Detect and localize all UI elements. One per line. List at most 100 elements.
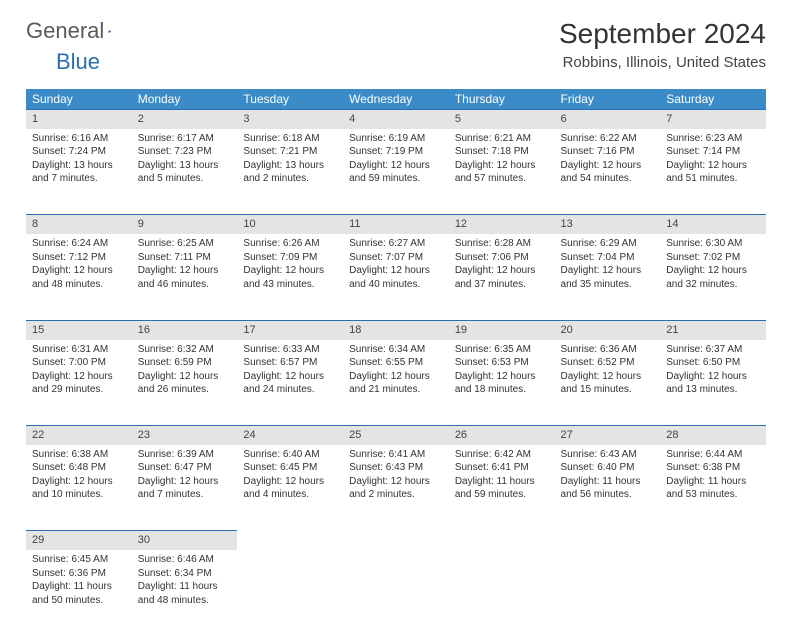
empty-cell [237, 531, 343, 550]
sunrise: Sunrise: 6:36 AM [561, 343, 655, 357]
day-cell: Sunrise: 6:37 AMSunset: 6:50 PMDaylight:… [660, 340, 766, 426]
daylight: Daylight: 12 hours and 18 minutes. [455, 370, 549, 397]
day-number: 17 [237, 320, 343, 339]
day-cell: Sunrise: 6:29 AMSunset: 7:04 PMDaylight:… [555, 234, 661, 320]
sunrise: Sunrise: 6:32 AM [138, 343, 232, 357]
sunset: Sunset: 7:06 PM [455, 251, 549, 265]
logo-triangle-icon [108, 23, 111, 39]
daylight: Daylight: 12 hours and 35 minutes. [561, 264, 655, 291]
sunrise: Sunrise: 6:40 AM [243, 448, 337, 462]
day-cell: Sunrise: 6:19 AMSunset: 7:19 PMDaylight:… [343, 129, 449, 215]
day-number: 25 [343, 426, 449, 445]
day-number-row: 891011121314 [26, 215, 766, 234]
sunrise: Sunrise: 6:44 AM [666, 448, 760, 462]
sunset: Sunset: 7:02 PM [666, 251, 760, 265]
day-number: 5 [449, 110, 555, 129]
sunrise: Sunrise: 6:38 AM [32, 448, 126, 462]
day-cell: Sunrise: 6:38 AMSunset: 6:48 PMDaylight:… [26, 445, 132, 531]
weekday-header: Saturday [660, 89, 766, 110]
empty-cell [555, 550, 661, 636]
day-number: 27 [555, 426, 661, 445]
sunrise: Sunrise: 6:27 AM [349, 237, 443, 251]
day-number-row: 15161718192021 [26, 320, 766, 339]
daylight: Daylight: 12 hours and 40 minutes. [349, 264, 443, 291]
sunset: Sunset: 6:52 PM [561, 356, 655, 370]
sunrise: Sunrise: 6:19 AM [349, 132, 443, 146]
daylight: Daylight: 11 hours and 56 minutes. [561, 475, 655, 502]
sunrise: Sunrise: 6:35 AM [455, 343, 549, 357]
day-cell: Sunrise: 6:41 AMSunset: 6:43 PMDaylight:… [343, 445, 449, 531]
sunset: Sunset: 6:50 PM [666, 356, 760, 370]
sunset: Sunset: 7:18 PM [455, 145, 549, 159]
daylight: Daylight: 11 hours and 50 minutes. [32, 580, 126, 607]
daylight: Daylight: 12 hours and 32 minutes. [666, 264, 760, 291]
weekday-header: Sunday [26, 89, 132, 110]
day-cell: Sunrise: 6:42 AMSunset: 6:41 PMDaylight:… [449, 445, 555, 531]
sunrise: Sunrise: 6:45 AM [32, 553, 126, 567]
day-number: 30 [132, 531, 238, 550]
daylight: Daylight: 12 hours and 2 minutes. [349, 475, 443, 502]
day-cell: Sunrise: 6:34 AMSunset: 6:55 PMDaylight:… [343, 340, 449, 426]
empty-cell [343, 531, 449, 550]
day-cell: Sunrise: 6:21 AMSunset: 7:18 PMDaylight:… [449, 129, 555, 215]
calendar-table: SundayMondayTuesdayWednesdayThursdayFrid… [26, 89, 766, 636]
day-data-row: Sunrise: 6:45 AMSunset: 6:36 PMDaylight:… [26, 550, 766, 636]
sunset: Sunset: 7:12 PM [32, 251, 126, 265]
sunset: Sunset: 7:21 PM [243, 145, 337, 159]
title-block: September 2024 Robbins, Illinois, United… [559, 18, 766, 71]
weekday-header-row: SundayMondayTuesdayWednesdayThursdayFrid… [26, 89, 766, 110]
empty-cell [449, 550, 555, 636]
day-data-row: Sunrise: 6:31 AMSunset: 7:00 PMDaylight:… [26, 340, 766, 426]
sunrise: Sunrise: 6:39 AM [138, 448, 232, 462]
sunrise: Sunrise: 6:26 AM [243, 237, 337, 251]
day-cell: Sunrise: 6:44 AMSunset: 6:38 PMDaylight:… [660, 445, 766, 531]
day-cell: Sunrise: 6:26 AMSunset: 7:09 PMDaylight:… [237, 234, 343, 320]
sunrise: Sunrise: 6:30 AM [666, 237, 760, 251]
day-cell: Sunrise: 6:35 AMSunset: 6:53 PMDaylight:… [449, 340, 555, 426]
empty-cell [237, 550, 343, 636]
daylight: Daylight: 12 hours and 26 minutes. [138, 370, 232, 397]
sunset: Sunset: 7:14 PM [666, 145, 760, 159]
sunrise: Sunrise: 6:18 AM [243, 132, 337, 146]
empty-cell [343, 550, 449, 636]
day-cell: Sunrise: 6:30 AMSunset: 7:02 PMDaylight:… [660, 234, 766, 320]
sunset: Sunset: 6:47 PM [138, 461, 232, 475]
sunrise: Sunrise: 6:42 AM [455, 448, 549, 462]
sunrise: Sunrise: 6:29 AM [561, 237, 655, 251]
day-number: 22 [26, 426, 132, 445]
day-number: 8 [26, 215, 132, 234]
sunrise: Sunrise: 6:23 AM [666, 132, 760, 146]
sunset: Sunset: 6:55 PM [349, 356, 443, 370]
day-number: 10 [237, 215, 343, 234]
sunset: Sunset: 7:11 PM [138, 251, 232, 265]
logo-text-1: General [26, 18, 104, 44]
sunrise: Sunrise: 6:43 AM [561, 448, 655, 462]
logo-text-2: Blue [56, 49, 100, 75]
daylight: Daylight: 12 hours and 37 minutes. [455, 264, 549, 291]
logo: General [26, 18, 132, 44]
daylight: Daylight: 12 hours and 46 minutes. [138, 264, 232, 291]
day-number: 23 [132, 426, 238, 445]
sunrise: Sunrise: 6:34 AM [349, 343, 443, 357]
day-cell: Sunrise: 6:28 AMSunset: 7:06 PMDaylight:… [449, 234, 555, 320]
daylight: Daylight: 12 hours and 10 minutes. [32, 475, 126, 502]
day-cell: Sunrise: 6:18 AMSunset: 7:21 PMDaylight:… [237, 129, 343, 215]
daylight: Daylight: 12 hours and 24 minutes. [243, 370, 337, 397]
sunset: Sunset: 7:09 PM [243, 251, 337, 265]
day-number-row: 2930 [26, 531, 766, 550]
sunrise: Sunrise: 6:16 AM [32, 132, 126, 146]
day-number: 7 [660, 110, 766, 129]
sunrise: Sunrise: 6:31 AM [32, 343, 126, 357]
day-cell: Sunrise: 6:46 AMSunset: 6:34 PMDaylight:… [132, 550, 238, 636]
day-cell: Sunrise: 6:16 AMSunset: 7:24 PMDaylight:… [26, 129, 132, 215]
day-cell: Sunrise: 6:22 AMSunset: 7:16 PMDaylight:… [555, 129, 661, 215]
sunrise: Sunrise: 6:33 AM [243, 343, 337, 357]
daylight: Daylight: 12 hours and 7 minutes. [138, 475, 232, 502]
sunset: Sunset: 6:41 PM [455, 461, 549, 475]
day-number: 13 [555, 215, 661, 234]
daylight: Daylight: 12 hours and 54 minutes. [561, 159, 655, 186]
day-cell: Sunrise: 6:32 AMSunset: 6:59 PMDaylight:… [132, 340, 238, 426]
day-cell: Sunrise: 6:40 AMSunset: 6:45 PMDaylight:… [237, 445, 343, 531]
day-cell: Sunrise: 6:31 AMSunset: 7:00 PMDaylight:… [26, 340, 132, 426]
month-title: September 2024 [559, 18, 766, 50]
